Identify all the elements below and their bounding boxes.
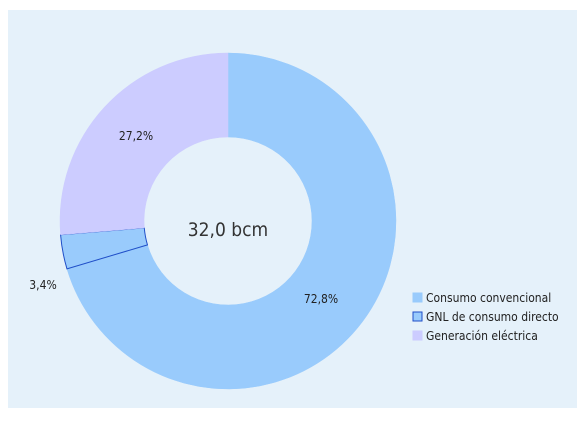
center-total-label: 32,0 bcm — [188, 219, 268, 241]
slice-labels: 72,8% 3,4% 27,2% — [29, 129, 338, 306]
slice-label: 72,8% — [304, 292, 338, 306]
legend-swatch — [412, 330, 423, 341]
slice-label: 3,4% — [29, 278, 56, 292]
slice-generaci-n-el-ctrica — [59, 52, 229, 236]
legend-swatch — [412, 311, 423, 322]
legend-label: Generación eléctrica — [426, 329, 538, 343]
legend-label: Consumo convencional — [426, 291, 551, 305]
legend-swatch — [412, 292, 423, 303]
slice-consumo-convencional — [66, 52, 397, 390]
donut-slices — [59, 52, 397, 390]
legend: Consumo convencional GNL de consumo direc… — [412, 291, 559, 343]
slice-label: 27,2% — [119, 129, 153, 143]
legend-label: GNL de consumo directo — [426, 310, 559, 324]
